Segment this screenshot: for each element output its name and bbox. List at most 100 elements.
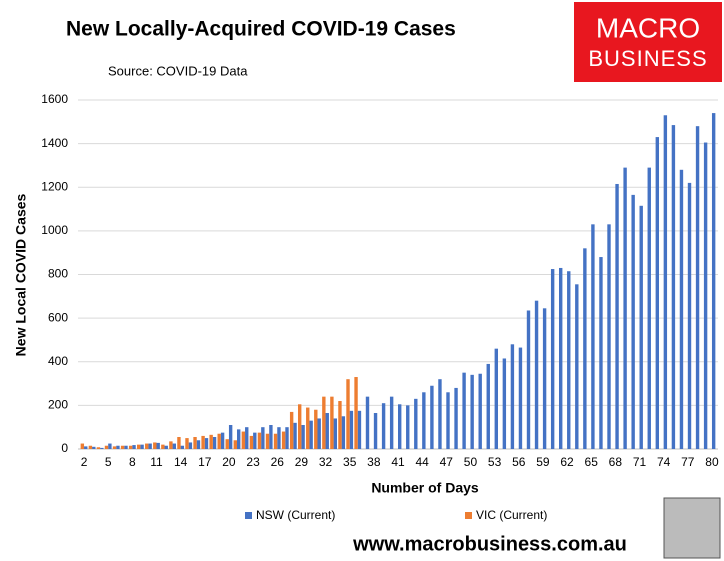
- bar: [116, 445, 120, 449]
- bar: [185, 438, 189, 449]
- x-tick-label: 14: [174, 455, 188, 469]
- bar: [607, 224, 611, 449]
- x-tick-label: 38: [367, 455, 381, 469]
- bar: [314, 409, 318, 449]
- chart-title: New Locally-Acquired COVID-19 Cases: [66, 18, 456, 41]
- bar: [277, 427, 281, 449]
- bar: [169, 441, 173, 449]
- x-tick-label: 50: [464, 455, 478, 469]
- bar: [293, 422, 297, 449]
- bar: [228, 425, 233, 449]
- bar: [112, 446, 117, 449]
- legend-label: NSW (Current): [256, 508, 335, 522]
- bar: [542, 308, 547, 449]
- website: www.macrobusiness.com.au: [352, 533, 627, 555]
- bar: [373, 413, 378, 449]
- bar: [526, 310, 531, 449]
- bar: [623, 167, 627, 449]
- x-tick-label: 53: [488, 455, 502, 469]
- y-tick-label: 0: [61, 441, 68, 455]
- bar: [161, 444, 165, 449]
- bar: [172, 443, 176, 449]
- bar: [120, 445, 125, 449]
- x-tick-label: 47: [440, 455, 454, 469]
- bar: [124, 445, 128, 449]
- x-tick-label: 68: [609, 455, 623, 469]
- bar: [478, 373, 482, 449]
- bar: [711, 113, 716, 450]
- bar: [225, 439, 229, 449]
- bar: [354, 377, 358, 449]
- x-axis-title: Number of Days: [371, 480, 479, 496]
- bar: [92, 446, 96, 449]
- bar: [108, 443, 112, 449]
- bar: [104, 445, 109, 449]
- bar: [462, 372, 466, 449]
- bar: [446, 392, 450, 449]
- x-tick-label: 62: [560, 455, 574, 469]
- bar: [454, 387, 458, 449]
- x-tick-label: 41: [391, 455, 405, 469]
- bar: [687, 182, 692, 449]
- bar: [341, 416, 346, 449]
- bar: [220, 432, 225, 449]
- y-tick-label: 800: [48, 267, 68, 281]
- bar: [281, 431, 286, 449]
- bar: [132, 445, 136, 449]
- bar: [128, 445, 133, 449]
- y-tick-label: 1400: [41, 136, 68, 150]
- bar: [671, 125, 676, 449]
- x-tick-label: 77: [681, 455, 695, 469]
- bar: [559, 267, 563, 449]
- bar: [346, 379, 350, 449]
- bar: [534, 300, 539, 449]
- bar: [245, 427, 249, 449]
- bar: [80, 443, 85, 449]
- bar: [357, 410, 362, 449]
- bar: [257, 432, 262, 449]
- bar: [325, 413, 329, 449]
- x-tick-label: 59: [536, 455, 550, 469]
- bar: [510, 344, 515, 449]
- bar: [430, 385, 434, 449]
- bar: [631, 194, 635, 449]
- bar: [233, 440, 237, 449]
- bar: [550, 269, 555, 449]
- legend-swatch: [465, 512, 472, 519]
- bar: [269, 425, 273, 449]
- bar: [422, 392, 426, 449]
- bar: [679, 169, 684, 450]
- x-tick-label: 8: [129, 455, 136, 469]
- y-tick-label: 1200: [41, 179, 68, 193]
- x-tick-label: 29: [295, 455, 309, 469]
- bar: [567, 271, 571, 449]
- x-tick-label: 26: [271, 455, 285, 469]
- bar: [84, 446, 88, 449]
- bar: [96, 447, 101, 449]
- bar: [695, 126, 700, 450]
- bar: [406, 405, 410, 449]
- bar: [236, 429, 241, 449]
- bar: [145, 443, 149, 449]
- y-tick-label: 600: [48, 310, 68, 324]
- bar: [212, 437, 217, 449]
- bar: [153, 442, 157, 449]
- bar: [100, 447, 104, 449]
- legend-swatch: [245, 512, 252, 519]
- x-tick-label: 44: [415, 455, 429, 469]
- bar: [261, 427, 265, 449]
- bar: [177, 437, 181, 449]
- bar: [88, 445, 93, 449]
- x-tick-label: 5: [105, 455, 112, 469]
- x-tick-label: 20: [222, 455, 236, 469]
- x-tick-label: 2: [81, 455, 88, 469]
- bar: [349, 410, 354, 449]
- bar: [330, 396, 334, 449]
- bar: [322, 396, 326, 449]
- logo-image: [663, 497, 721, 559]
- y-tick-label: 1600: [41, 92, 68, 106]
- x-tick-label: 11: [150, 455, 163, 469]
- x-tick-label: 65: [585, 455, 599, 469]
- bar: [615, 183, 619, 449]
